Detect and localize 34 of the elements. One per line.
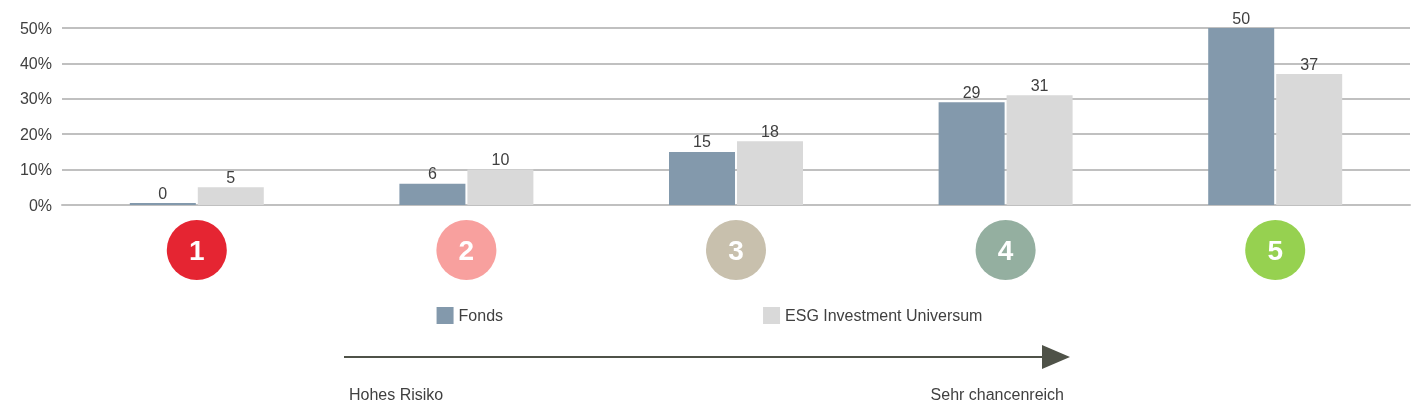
data-label: 31 (1030, 76, 1049, 94)
bar (467, 169, 534, 205)
data-label: 18 (761, 122, 779, 140)
data-label: 0 (158, 184, 168, 202)
data-label: 50 (1232, 9, 1251, 27)
x-tick-label: 5 (1267, 234, 1283, 266)
y-tick-label: 10% (19, 161, 52, 179)
bar (938, 102, 1005, 205)
y-tick-label: 50% (19, 19, 52, 37)
bar (399, 183, 466, 205)
bar (1276, 74, 1343, 205)
data-label: 15 (693, 133, 712, 151)
data-label: 5 (226, 168, 236, 186)
y-tick-label: 40% (19, 54, 52, 72)
y-tick-label: 20% (19, 125, 52, 143)
data-label: 10 (491, 151, 510, 169)
bar (669, 151, 736, 205)
legend-label: ESG Investment Universum (785, 307, 983, 324)
x-tick-label: 1 (189, 234, 205, 266)
text: Sehr chancenreich (930, 386, 1064, 404)
x-tick-label: 2 (458, 234, 475, 266)
data-label: 6 (427, 165, 437, 183)
x-tick-label: 3 (728, 234, 744, 266)
bar (1208, 28, 1275, 205)
x-tick-label: 4 (997, 234, 1014, 266)
bar (736, 141, 803, 205)
data-label: 37 (1300, 55, 1319, 73)
y-tick-label: 0% (28, 196, 52, 214)
legend-label: Fonds (458, 307, 504, 324)
y-tick-label: 30% (19, 90, 52, 108)
data-label: 29 (962, 83, 981, 101)
bar (197, 187, 264, 205)
text: Hohes Risiko (349, 386, 444, 404)
bar (1006, 95, 1073, 205)
